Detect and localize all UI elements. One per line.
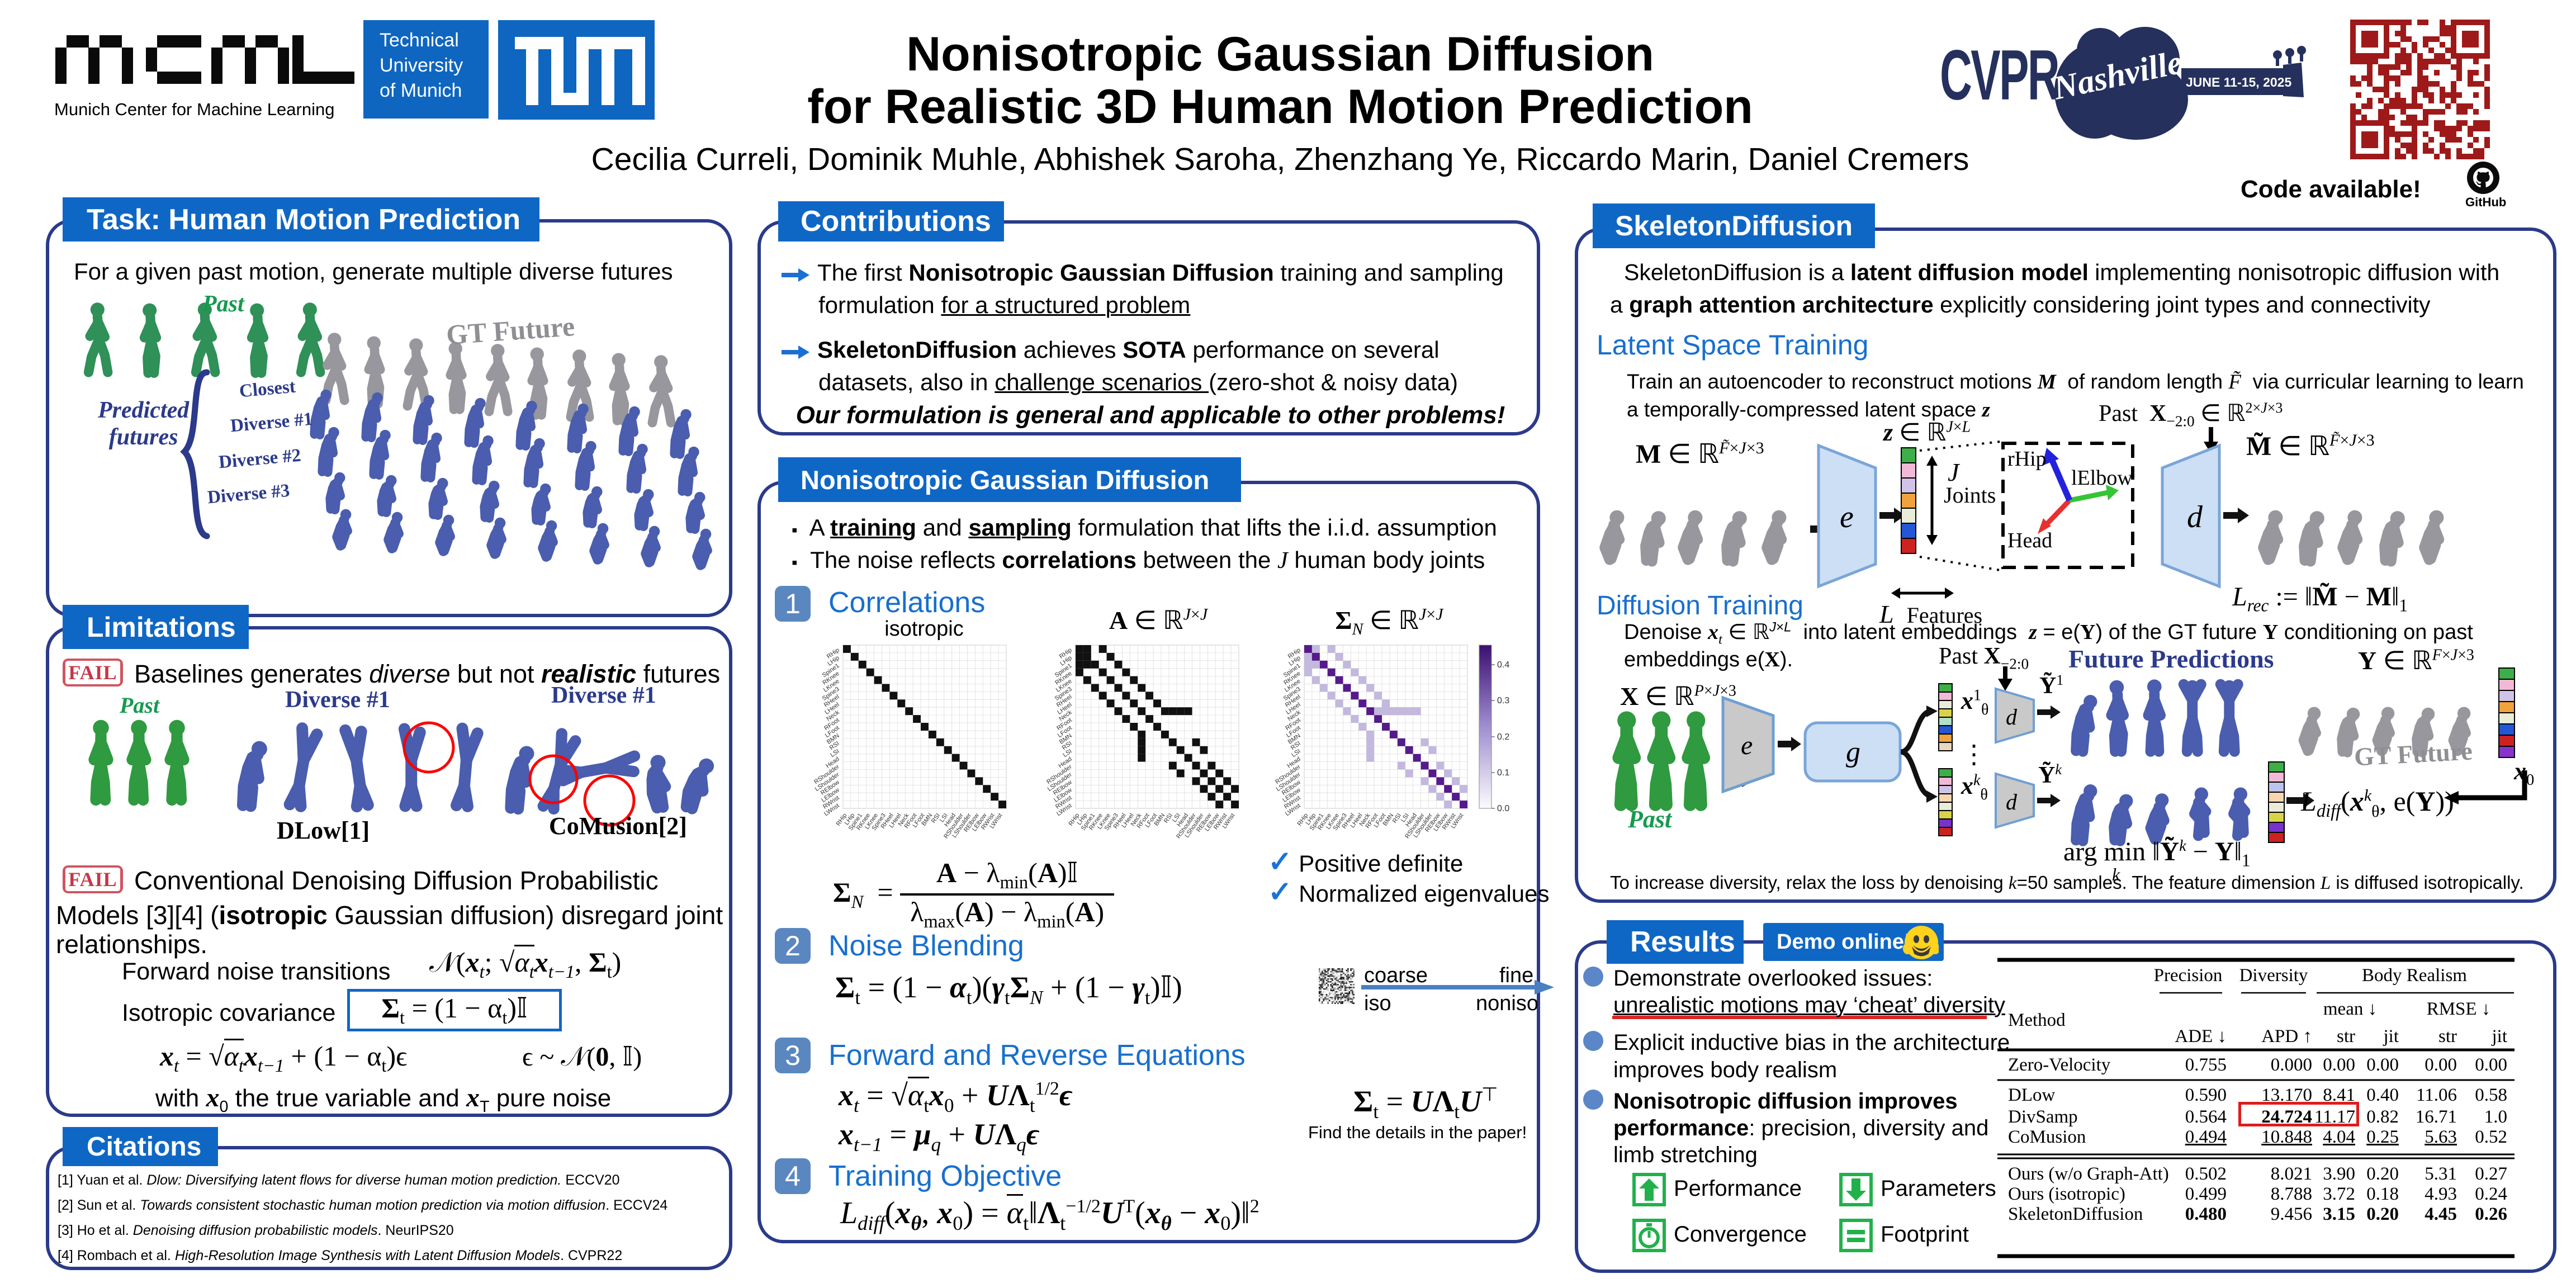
svg-text:rHip: rHip — [2007, 447, 2047, 471]
svg-text:CVPR: CVPR — [1940, 36, 2059, 115]
svg-text:lElbow: lElbow — [2071, 466, 2133, 490]
svg-text:g: g — [1846, 736, 1860, 768]
svg-text:d: d — [2187, 500, 2203, 534]
svg-text:JUNE 11-15, 2025: JUNE 11-15, 2025 — [2186, 75, 2291, 89]
svg-text:d: d — [2006, 789, 2018, 815]
svg-text:0.3: 0.3 — [1497, 696, 1509, 705]
svg-text:0.0: 0.0 — [1497, 804, 1509, 813]
svg-text:d: d — [2006, 704, 2018, 730]
svg-text:0.1: 0.1 — [1497, 768, 1509, 778]
svg-text:0.4: 0.4 — [1497, 660, 1509, 670]
svg-text:e: e — [1840, 500, 1854, 534]
svg-text:Head: Head — [2007, 529, 2052, 552]
svg-text:0.2: 0.2 — [1497, 732, 1509, 742]
svg-text:e: e — [1741, 731, 1753, 760]
